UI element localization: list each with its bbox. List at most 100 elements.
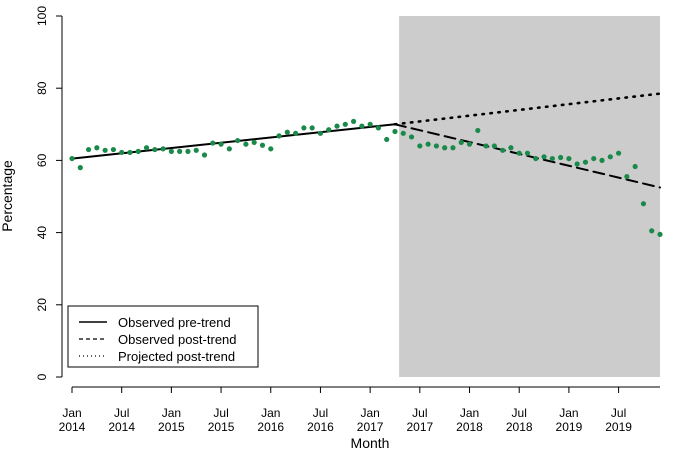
data-point	[243, 141, 249, 147]
data-point	[624, 174, 630, 180]
data-point	[475, 127, 481, 134]
data-point	[516, 150, 522, 156]
data-point	[649, 228, 655, 234]
x-tick-label-year: 2018	[506, 420, 533, 434]
x-tick-label-year: 2019	[605, 420, 632, 434]
data-point	[177, 148, 183, 154]
data-point	[102, 147, 108, 153]
x-tick-label-year: 2019	[556, 420, 583, 434]
data-point	[367, 121, 373, 127]
x-tick-label-month: Jul	[114, 406, 129, 420]
x-tick-label-year: 2017	[406, 420, 433, 434]
data-point	[152, 146, 158, 153]
legend-label-projected-post-trend: Projected post-trend	[118, 349, 235, 364]
data-point	[160, 146, 166, 152]
x-tick-label-year: 2016	[307, 420, 334, 434]
data-point	[433, 143, 439, 149]
data-point	[276, 133, 282, 139]
data-point	[466, 141, 473, 147]
y-tick-label: 60	[35, 153, 49, 167]
data-point	[309, 125, 315, 131]
data-point	[268, 146, 274, 152]
data-point	[425, 141, 431, 147]
data-point	[400, 130, 406, 136]
data-point	[259, 142, 266, 148]
data-point	[350, 118, 357, 125]
data-point	[375, 125, 382, 131]
data-point	[491, 143, 497, 149]
data-point	[251, 139, 257, 145]
data-point	[77, 165, 83, 171]
x-tick-label-month: Jul	[512, 406, 527, 420]
data-point	[185, 148, 191, 154]
data-point	[193, 147, 199, 153]
data-point	[384, 136, 390, 143]
data-point	[218, 141, 224, 147]
data-point	[574, 161, 580, 167]
y-tick-label: 80	[35, 81, 49, 95]
x-tick-label-month: Jan	[261, 406, 280, 420]
data-point	[293, 130, 299, 136]
data-point	[582, 159, 589, 165]
data-point	[640, 201, 647, 207]
data-point	[201, 152, 208, 158]
data-point	[359, 123, 365, 129]
x-tick-label-month: Jan	[460, 406, 479, 420]
data-point	[657, 231, 663, 238]
legend-label-observed-post-trend: Observed post-trend	[118, 332, 237, 347]
data-point	[127, 149, 133, 156]
data-point	[558, 154, 564, 161]
y-tick-label: 0	[35, 373, 49, 380]
x-tick-label-month: Jul	[611, 406, 626, 420]
data-point	[442, 145, 448, 151]
data-point	[483, 143, 489, 149]
data-point	[326, 127, 332, 133]
data-point	[119, 149, 125, 156]
y-tick-label: 40	[35, 226, 49, 240]
x-tick-label-month: Jul	[313, 406, 328, 420]
data-point	[524, 150, 531, 156]
data-point	[301, 125, 307, 131]
x-tick-label-month: Jan	[62, 406, 81, 420]
post-period-shading	[399, 16, 660, 377]
data-point	[235, 137, 241, 144]
data-point	[69, 155, 75, 162]
x-tick-label-month: Jan	[162, 406, 181, 420]
data-point	[110, 146, 117, 153]
x-tick-label-year: 2015	[158, 420, 185, 434]
plot-area	[69, 16, 663, 377]
data-point	[392, 128, 398, 135]
data-point	[417, 143, 423, 149]
data-point	[168, 148, 174, 154]
data-point	[607, 154, 613, 160]
y-tick-label: 100	[35, 6, 49, 26]
data-point	[143, 145, 150, 151]
data-point	[450, 145, 456, 151]
x-axis-title: Month	[351, 435, 390, 451]
data-point	[615, 150, 622, 156]
x-tick-label-month: Jan	[559, 406, 578, 420]
trend-line-observed-post-trend	[393, 123, 661, 189]
axes: 020406080100Jan2014Jul2014Jan2015Jul2015…	[35, 6, 660, 434]
x-tick-label-month: Jan	[360, 406, 379, 420]
data-point	[342, 121, 348, 127]
data-point	[85, 146, 92, 153]
x-tick-label-year: 2014	[108, 420, 135, 434]
x-tick-label-year: 2014	[59, 420, 86, 434]
legend: Observed pre-trend Observed post-trend P…	[67, 305, 259, 368]
data-point	[94, 145, 100, 151]
x-tick-label-year: 2016	[257, 420, 284, 434]
y-axis-title: Percentage	[0, 160, 15, 232]
y-tick-label: 20	[35, 298, 49, 312]
x-tick-label-year: 2018	[456, 420, 483, 434]
data-point	[210, 140, 216, 146]
x-tick-label-month: Jul	[213, 406, 228, 420]
data-point	[135, 148, 141, 154]
data-point	[632, 163, 638, 170]
data-point	[284, 129, 290, 135]
data-point	[500, 147, 506, 153]
legend-box	[67, 305, 259, 368]
data-point	[317, 130, 324, 136]
data-point	[533, 155, 539, 162]
